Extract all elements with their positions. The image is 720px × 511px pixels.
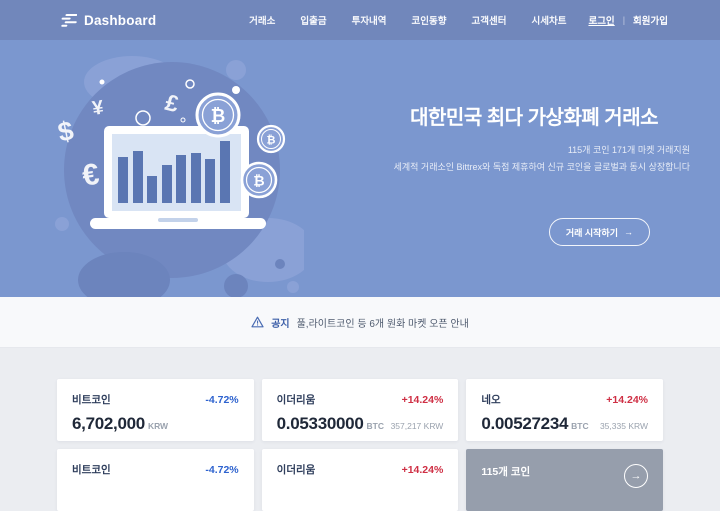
start-trading-button[interactable]: 거래 시작하기 →	[548, 218, 650, 246]
arrow-right-icon: →	[624, 227, 633, 237]
hero-subtitle-line1: 115개 코인 171개 마켓 거래지원	[567, 145, 690, 155]
hero-title: 대한민국 최다 가상화폐 거래소	[410, 107, 658, 129]
chart-bar	[205, 159, 215, 203]
logo[interactable]: Dashboard	[60, 13, 156, 28]
notice-label: 공지	[271, 318, 290, 330]
hero-copy: 대한민국 최다 가상화폐 거래소 115개 코인 171개 마켓 거래지원 세계…	[360, 106, 690, 246]
chart-bar	[161, 165, 172, 203]
ticker-card-bitcoin-2[interactable]: 비트코인 -4.72%	[57, 449, 254, 511]
dollar-symbol: $	[55, 115, 76, 147]
svg-text:₿: ₿	[253, 174, 264, 190]
svg-text:₿: ₿	[211, 106, 226, 127]
chart-bar	[118, 157, 128, 203]
nav-item-deposit-withdraw[interactable]: 입출금	[300, 16, 327, 27]
warning-triangle-icon	[251, 316, 264, 328]
coin-name: 네오	[481, 394, 501, 406]
chart-bar	[176, 155, 186, 203]
logo-lines-icon	[60, 13, 78, 28]
notice-text: 풀,라이트코인 등 6개 원화 마켓 오픈 안내	[296, 318, 469, 330]
crypto-laptop-illustration: $ ¥ € £ ✕ ✕ ₿	[40, 54, 304, 297]
laptop-base	[90, 218, 266, 229]
hero-subtitle: 115개 코인 171개 마켓 거래지원 세계적 거래소인 Bittrex와 독…	[360, 142, 690, 175]
svg-text:₿: ₿	[267, 134, 276, 147]
chart-bar	[147, 176, 157, 203]
bitcoin-coin-icon: ₿	[195, 92, 241, 138]
coin-name: 비트코인	[72, 394, 111, 406]
signup-link[interactable]: 회원가입	[633, 16, 668, 27]
bitcoin-coin-icon: ₿	[240, 161, 278, 199]
auth-links: 로그인 | 회원가입	[588, 13, 668, 27]
change-percent: +14.24%	[401, 463, 444, 476]
change-percent: -4.72%	[205, 393, 239, 406]
hero-chart-bars	[118, 141, 240, 203]
hero-banner: $ ¥ € £ ✕ ✕ ₿	[0, 40, 720, 297]
nav-item-exchange[interactable]: 거래소	[249, 16, 276, 27]
coin-price: 0.05330000	[276, 414, 364, 433]
ticker-card-ethereum[interactable]: 이더리움 +14.24% 0.05330000 BTC 357,217 KRW	[261, 379, 459, 441]
promo-title: 115개 코인	[481, 466, 531, 478]
coin-price: 6,702,000	[72, 414, 145, 433]
nav-item-coin-trends[interactable]: 코인동향	[411, 16, 447, 27]
change-percent: +14.24%	[606, 393, 648, 406]
nav-item-customer-center[interactable]: 고객센터	[471, 16, 507, 27]
change-percent: +14.24%	[401, 393, 444, 406]
chart-bar	[132, 151, 143, 203]
change-percent: -4.72%	[205, 463, 239, 476]
coin-count-promo-card[interactable]: 115개 코인 →	[466, 449, 663, 511]
auth-divider: |	[622, 15, 626, 25]
ticker-cards-section: 비트코인 -4.72% 6,702,000 KRW 이더리움 +14.24% 0.…	[0, 348, 720, 511]
yen-symbol: ¥	[91, 97, 106, 120]
nav-item-investment-history[interactable]: 투자내역	[351, 16, 387, 27]
price-unit: KRW	[147, 421, 169, 431]
main-nav: 거래소 입출금 투자내역 코인동향 고객센터 시세차트	[249, 13, 566, 27]
converted-value: 35,335 KRW	[599, 421, 648, 431]
converted-value: 357,217 KRW	[390, 421, 444, 431]
ticker-card-ethereum-2[interactable]: 이더리움 +14.24%	[261, 449, 459, 511]
ticker-row-2: 비트코인 -4.72% 이더리움 +14.24% 115개 코인 →	[57, 449, 663, 511]
logo-text: Dashboard	[84, 12, 157, 28]
arrow-right-circle-icon[interactable]: →	[624, 464, 648, 488]
price-unit: BTC	[571, 421, 589, 431]
start-trading-label: 거래 시작하기	[565, 227, 618, 238]
ticker-row-1: 비트코인 -4.72% 6,702,000 KRW 이더리움 +14.24% 0.…	[57, 379, 663, 441]
coin-name: 이더리움	[276, 394, 316, 406]
price-unit: BTC	[366, 421, 384, 431]
hero-subtitle-line2: 세계적 거래소인 Bittrex와 독점 제휴하여 신규 코인을 글로벌과 동시…	[393, 161, 690, 172]
notice-bar[interactable]: 공지 풀,라이트코인 등 6개 원화 마켓 오픈 안내	[0, 297, 720, 348]
coin-price: 0.00527234	[481, 414, 569, 433]
bitcoin-coin-icon: ₿	[256, 124, 286, 154]
coin-name: 이더리움	[276, 464, 316, 476]
coin-name: 비트코인	[72, 464, 111, 476]
chart-bar	[219, 141, 230, 203]
euro-symbol: €	[80, 158, 101, 193]
ticker-card-neo[interactable]: 네오 +14.24% 0.00527234 BTC 35,335 KRW	[466, 379, 663, 441]
ticker-card-bitcoin[interactable]: 비트코인 -4.72% 6,702,000 KRW	[57, 379, 254, 441]
login-link[interactable]: 로그인	[588, 16, 615, 27]
top-navbar: Dashboard 거래소 입출금 투자내역 코인동향 고객센터 시세차트 로그…	[0, 0, 720, 40]
nav-item-price-chart[interactable]: 시세차트	[531, 16, 567, 27]
chart-bar	[190, 153, 201, 203]
